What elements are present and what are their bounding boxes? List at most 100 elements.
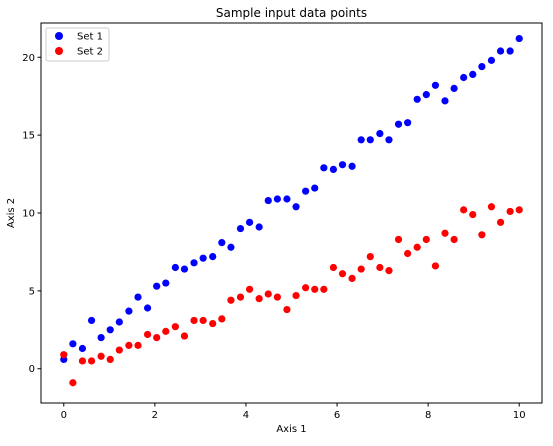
x-tick-label: 10 bbox=[513, 410, 526, 421]
data-point-set-2 bbox=[199, 316, 207, 325]
data-point-set-1 bbox=[134, 293, 142, 301]
data-point-set-1 bbox=[97, 333, 105, 342]
x-tick-label: 2 bbox=[152, 410, 158, 421]
data-point-set-1 bbox=[273, 195, 281, 203]
data-points bbox=[60, 34, 523, 387]
data-point-set-2 bbox=[496, 218, 505, 226]
data-point-set-1 bbox=[162, 279, 170, 287]
data-point-set-1 bbox=[487, 56, 496, 64]
data-point-set-2 bbox=[292, 291, 300, 300]
data-point-set-1 bbox=[376, 129, 384, 138]
data-point-set-1 bbox=[441, 97, 449, 105]
data-point-set-2 bbox=[311, 285, 319, 293]
data-point-set-2 bbox=[255, 295, 263, 303]
data-point-set-2 bbox=[394, 235, 403, 244]
data-point-set-1 bbox=[506, 47, 514, 55]
data-point-set-2 bbox=[190, 316, 198, 325]
data-point-set-1 bbox=[87, 316, 96, 325]
y-axis-ticks: 0 5 10 15 20 bbox=[22, 53, 41, 375]
legend: Set 1 Set 2 bbox=[45, 27, 110, 62]
data-point-set-2 bbox=[478, 231, 486, 239]
data-point-set-2 bbox=[245, 285, 254, 293]
chart-title: Sample input data points bbox=[216, 6, 367, 20]
data-point-set-2 bbox=[87, 357, 96, 365]
data-point-set-1 bbox=[153, 282, 161, 290]
data-point-set-1 bbox=[338, 161, 347, 169]
data-point-set-1 bbox=[404, 119, 412, 127]
data-point-set-1 bbox=[292, 203, 300, 211]
data-point-set-2 bbox=[134, 341, 142, 349]
data-point-set-1 bbox=[366, 136, 374, 144]
y-tick-label: 5 bbox=[29, 286, 35, 297]
x-tick-label: 0 bbox=[61, 410, 67, 421]
data-point-set-2 bbox=[78, 357, 87, 365]
data-point-set-1 bbox=[357, 136, 365, 144]
data-point-set-2 bbox=[218, 315, 226, 323]
data-point-set-2 bbox=[69, 379, 77, 387]
data-point-set-1 bbox=[422, 91, 430, 99]
y-tick-label: 0 bbox=[29, 364, 35, 375]
x-tick-label: 6 bbox=[334, 410, 340, 421]
data-point-set-1 bbox=[171, 263, 179, 272]
data-point-set-2 bbox=[302, 284, 310, 292]
data-point-set-2 bbox=[469, 210, 477, 219]
data-point-set-2 bbox=[487, 203, 496, 211]
data-point-set-2 bbox=[273, 293, 281, 301]
data-point-set-2 bbox=[348, 274, 356, 283]
data-point-set-1 bbox=[115, 318, 123, 326]
data-point-set-1 bbox=[218, 238, 226, 247]
legend-label-set-1: Set 1 bbox=[77, 32, 103, 43]
data-point-set-2 bbox=[106, 355, 114, 363]
data-point-set-2 bbox=[180, 332, 189, 340]
data-point-set-2 bbox=[329, 263, 338, 272]
data-point-set-2 bbox=[115, 346, 123, 354]
data-point-set-1 bbox=[143, 304, 152, 312]
data-point-set-1 bbox=[348, 162, 356, 170]
data-point-set-1 bbox=[69, 340, 77, 348]
data-point-set-2 bbox=[450, 235, 458, 244]
x-tick-label: 4 bbox=[243, 410, 249, 421]
data-point-set-1 bbox=[283, 195, 291, 203]
data-point-set-1 bbox=[413, 95, 421, 103]
data-point-set-1 bbox=[460, 73, 468, 82]
data-point-set-2 bbox=[143, 330, 152, 339]
legend-label-set-2: Set 2 bbox=[77, 47, 103, 58]
data-point-set-1 bbox=[190, 259, 198, 267]
data-point-set-2 bbox=[460, 206, 468, 214]
data-point-set-1 bbox=[311, 184, 319, 192]
data-point-set-2 bbox=[338, 270, 347, 278]
data-point-set-2 bbox=[506, 207, 514, 216]
data-point-set-2 bbox=[385, 267, 393, 275]
y-tick-label: 15 bbox=[22, 131, 35, 142]
data-point-set-1 bbox=[320, 164, 328, 172]
data-point-set-1 bbox=[496, 47, 505, 55]
data-point-set-1 bbox=[236, 224, 245, 233]
data-point-set-1 bbox=[469, 70, 477, 78]
data-point-set-1 bbox=[302, 187, 310, 195]
data-point-set-2 bbox=[515, 206, 523, 214]
data-point-set-1 bbox=[385, 136, 393, 144]
data-point-set-1 bbox=[450, 84, 458, 93]
data-point-set-2 bbox=[376, 263, 384, 272]
data-point-set-1 bbox=[125, 307, 133, 315]
data-point-set-1 bbox=[255, 223, 263, 231]
data-point-set-2 bbox=[422, 235, 430, 244]
data-point-set-2 bbox=[320, 285, 328, 293]
x-tick-label: 8 bbox=[425, 410, 431, 421]
data-point-set-1 bbox=[199, 254, 207, 262]
legend-marker-set-1 bbox=[55, 32, 63, 40]
data-point-set-2 bbox=[283, 305, 291, 314]
data-point-set-1 bbox=[180, 265, 189, 273]
y-tick-label: 20 bbox=[22, 53, 35, 64]
data-point-set-2 bbox=[171, 323, 179, 331]
data-point-set-1 bbox=[264, 196, 272, 205]
data-point-set-2 bbox=[236, 293, 245, 301]
data-point-set-1 bbox=[78, 344, 87, 353]
plot-area bbox=[40, 22, 543, 404]
data-point-set-2 bbox=[441, 229, 449, 237]
data-point-set-2 bbox=[431, 262, 440, 270]
y-tick-label: 10 bbox=[22, 209, 35, 220]
data-point-set-2 bbox=[162, 327, 170, 335]
data-point-set-2 bbox=[60, 351, 68, 359]
